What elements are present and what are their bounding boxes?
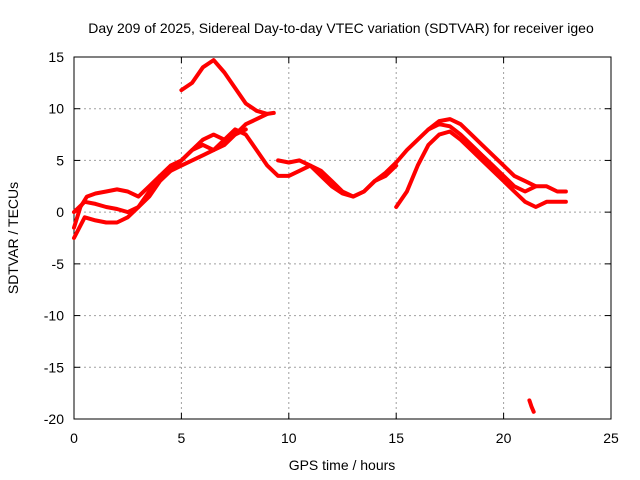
y-tick-label: 0 [56, 204, 64, 220]
x-tick-label: 0 [70, 430, 78, 446]
x-tick-label: 10 [281, 430, 297, 446]
axis-ticks: 0 5 10 15 20 25 -20 -15 -10 -5 0 5 10 15 [44, 49, 619, 446]
series-track-5 [394, 129, 568, 209]
data-series [72, 58, 568, 414]
y-tick-label: -10 [44, 308, 64, 324]
grid-lines [74, 57, 611, 419]
x-axis-label: GPS time / hours [289, 457, 396, 473]
series-track-8 [527, 398, 536, 414]
y-tick-label: -15 [44, 359, 64, 375]
y-tick-label: -5 [52, 256, 65, 272]
chart-title: Day 209 of 2025, Sidereal Day-to-day VTE… [88, 20, 594, 36]
plot-frame [73, 56, 612, 420]
y-tick-label: 15 [48, 49, 64, 65]
x-tick-label: 5 [178, 430, 186, 446]
series-track-7 [179, 58, 276, 116]
y-tick-label: 10 [48, 101, 64, 117]
x-tick-label: 20 [496, 430, 512, 446]
x-tick-label: 25 [603, 430, 619, 446]
series-track-4 [276, 117, 538, 199]
series-track-6 [426, 122, 568, 194]
y-tick-label: 5 [56, 152, 64, 168]
series-track-3 [72, 127, 399, 240]
x-tick-label: 15 [388, 430, 404, 446]
y-tick-label: -20 [44, 411, 64, 427]
y-axis-label: SDTVAR / TECUs [5, 182, 21, 294]
